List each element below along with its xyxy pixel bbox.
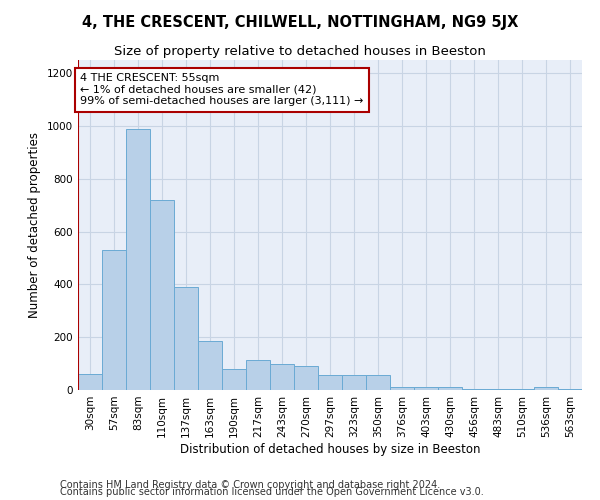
Bar — [462, 388, 486, 390]
Bar — [390, 388, 414, 390]
Bar — [270, 364, 294, 390]
Bar — [510, 388, 534, 390]
Bar — [174, 287, 198, 390]
Text: Contains HM Land Registry data © Crown copyright and database right 2024.: Contains HM Land Registry data © Crown c… — [60, 480, 440, 490]
Text: Size of property relative to detached houses in Beeston: Size of property relative to detached ho… — [114, 45, 486, 58]
Bar — [438, 388, 462, 390]
Bar — [342, 376, 366, 390]
Text: Contains public sector information licensed under the Open Government Licence v3: Contains public sector information licen… — [60, 487, 484, 497]
Bar — [558, 388, 582, 390]
Bar — [246, 360, 270, 390]
X-axis label: Distribution of detached houses by size in Beeston: Distribution of detached houses by size … — [180, 442, 480, 456]
Text: 4, THE CRESCENT, CHILWELL, NOTTINGHAM, NG9 5JX: 4, THE CRESCENT, CHILWELL, NOTTINGHAM, N… — [82, 15, 518, 30]
Bar — [78, 374, 102, 390]
Y-axis label: Number of detached properties: Number of detached properties — [28, 132, 41, 318]
Bar — [150, 200, 174, 390]
Bar — [198, 341, 222, 390]
Bar — [294, 366, 318, 390]
Bar — [486, 388, 510, 390]
Bar — [102, 250, 126, 390]
Bar — [222, 369, 246, 390]
Bar — [534, 388, 558, 390]
Bar — [318, 376, 342, 390]
Bar — [414, 388, 438, 390]
Text: 4 THE CRESCENT: 55sqm
← 1% of detached houses are smaller (42)
99% of semi-detac: 4 THE CRESCENT: 55sqm ← 1% of detached h… — [80, 73, 364, 106]
Bar — [126, 128, 150, 390]
Bar — [366, 376, 390, 390]
